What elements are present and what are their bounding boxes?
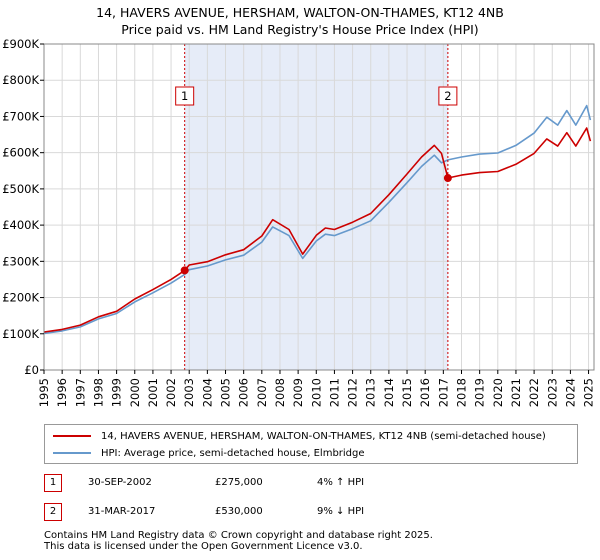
- x-tick-label: 2005: [219, 378, 233, 407]
- x-tick-label: 2012: [346, 378, 360, 407]
- chart-subtitle: Price paid vs. HM Land Registry's House …: [121, 22, 479, 37]
- x-tick-label: 2007: [255, 378, 269, 407]
- y-tick-label: £0: [24, 363, 39, 377]
- x-tick-label: 2017: [436, 378, 450, 407]
- footer: Contains HM Land Registry data © Crown c…: [44, 530, 433, 552]
- x-tick-label: 1996: [55, 378, 69, 407]
- series-line-hpi: [43, 104, 592, 335]
- legend-label-property: 14, HAVERS AVENUE, HERSHAM, WALTON-ON-TH…: [101, 430, 546, 442]
- x-tick-label: 2014: [382, 378, 396, 407]
- transaction-price: £530,000: [215, 506, 263, 517]
- transaction-date: 31-MAR-2017: [88, 506, 156, 517]
- x-tick-label: 2021: [509, 378, 523, 407]
- transaction-hpi-change: 4% ↑ HPI: [317, 477, 365, 488]
- x-tick-label: 2025: [582, 378, 596, 407]
- transaction-number: 1: [44, 474, 62, 492]
- y-tick-label: £500K: [2, 182, 39, 196]
- x-tick-label: 2004: [200, 378, 214, 407]
- footer-licence: This data is licensed under the Open Gov…: [44, 541, 363, 552]
- x-tick-label: 2015: [400, 378, 414, 407]
- x-tick-label: 1998: [91, 378, 105, 407]
- chart-title: 14, HAVERS AVENUE, HERSHAM, WALTON-ON-TH…: [96, 5, 504, 20]
- y-tick-label: £200K: [2, 291, 39, 305]
- legend-label-hpi: HPI: Average price, semi-detached house,…: [101, 447, 365, 459]
- x-tick-label: 2013: [364, 378, 378, 407]
- sale-marker-box: [438, 86, 458, 106]
- legend-item-hpi: HPI: Average price, semi-detached house,…: [53, 445, 365, 461]
- legend-swatch-property: [53, 435, 91, 437]
- legend: 14, HAVERS AVENUE, HERSHAM, WALTON-ON-TH…: [44, 424, 578, 464]
- x-tick-label: 2009: [291, 378, 305, 407]
- x-tick-label: 1999: [110, 378, 124, 407]
- x-tick-label: 2020: [491, 378, 505, 407]
- x-tick-label: 2001: [146, 378, 160, 407]
- sale-point: [180, 266, 189, 275]
- x-tick-label: 2003: [182, 378, 196, 407]
- y-tick-label: £700K: [2, 109, 39, 123]
- transaction-price: £275,000: [215, 477, 263, 488]
- x-tick-label: 2019: [473, 378, 487, 407]
- chart-title-block: 14, HAVERS AVENUE, HERSHAM, WALTON-ON-TH…: [0, 4, 600, 38]
- y-tick-label: £100K: [2, 327, 39, 341]
- y-tick-label: £600K: [2, 146, 39, 160]
- plot-frame: [43, 43, 595, 371]
- transaction-date: 30-SEP-2002: [88, 477, 152, 488]
- legend-swatch-hpi: [53, 452, 91, 454]
- transaction-number: 2: [44, 503, 62, 521]
- x-tick-label: 2022: [527, 378, 541, 407]
- x-tick-label: 2011: [327, 378, 341, 407]
- sale-marker-label: 1: [181, 89, 188, 103]
- sale-point: [443, 174, 452, 183]
- x-tick-label: 2008: [273, 378, 287, 407]
- x-tick-label: 1997: [73, 378, 87, 407]
- x-tick-label: 2010: [309, 378, 323, 407]
- x-tick-label: 1995: [37, 378, 51, 407]
- y-tick-label: £300K: [2, 254, 39, 268]
- x-tick-label: 2000: [128, 378, 142, 407]
- x-tick-label: 2024: [563, 378, 577, 407]
- y-tick-label: £400K: [2, 218, 39, 232]
- sale-marker-box: [175, 86, 195, 106]
- y-tick-label: £900K: [2, 37, 39, 51]
- x-tick-label: 2023: [545, 378, 559, 407]
- price-chart: 1 2 £0 £100K £200K £300K £400K £500K £600K £700K…: [2, 37, 596, 407]
- footer-copyright: Contains HM Land Registry data © Crown c…: [44, 530, 433, 541]
- transaction-hpi-change: 9% ↓ HPI: [317, 506, 365, 517]
- y-tick-label: £800K: [2, 73, 39, 87]
- series-line-property: [43, 127, 592, 333]
- sale-marker-label: 2: [444, 89, 451, 103]
- x-tick-label: 2002: [164, 378, 178, 407]
- x-tick-label: 2018: [454, 378, 468, 407]
- x-tick-label: 2016: [418, 378, 432, 407]
- legend-item-property: 14, HAVERS AVENUE, HERSHAM, WALTON-ON-TH…: [53, 428, 546, 444]
- x-tick-label: 2006: [237, 378, 251, 407]
